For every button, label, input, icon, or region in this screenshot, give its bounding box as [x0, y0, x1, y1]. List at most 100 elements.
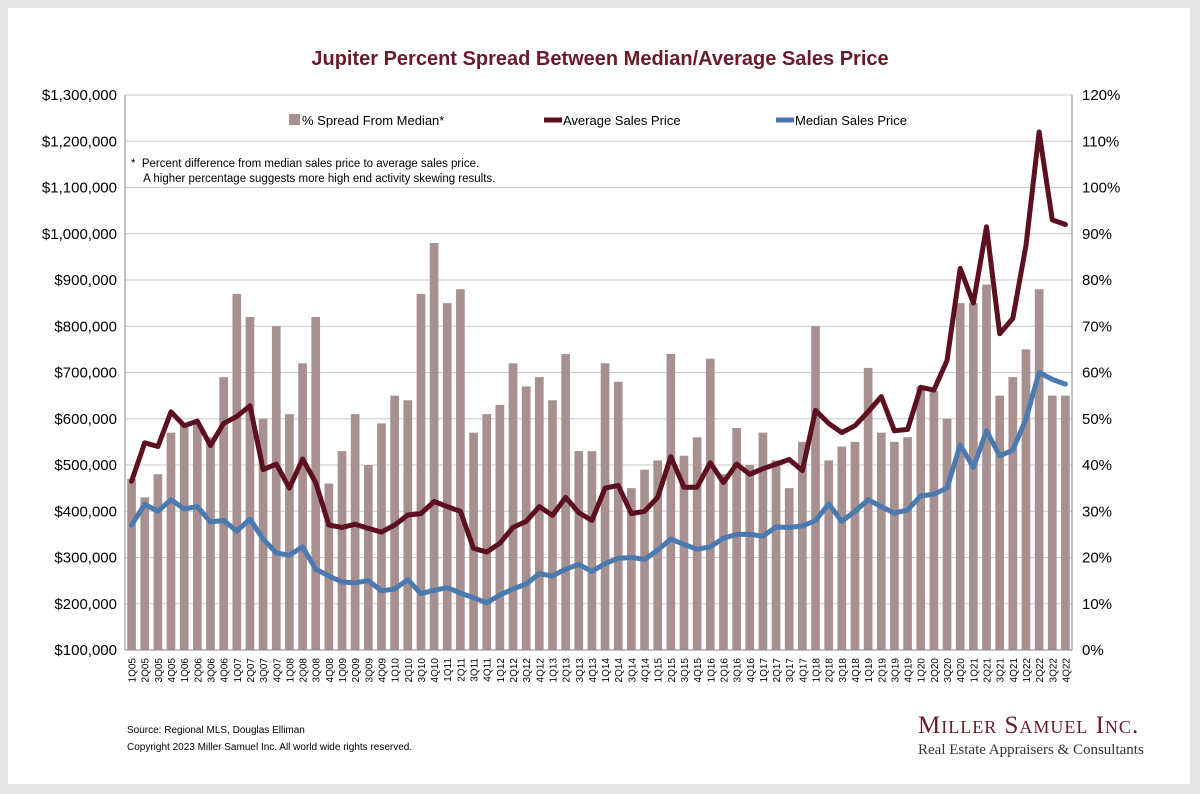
- spread-bar: [745, 465, 755, 650]
- x-tick-label: 3Q06: [206, 658, 217, 683]
- y-right-tick-label: 40%: [1082, 457, 1112, 474]
- x-tick-label: 2Q14: [614, 658, 625, 683]
- spread-bar: [613, 381, 623, 650]
- x-tick-label: 2Q08: [299, 658, 310, 683]
- chart-title: Jupiter Percent Spread Between Median/Av…: [311, 48, 889, 70]
- legend-swatch-bar: [289, 114, 300, 125]
- footnote-line-2: A higher percentage suggests more high e…: [131, 172, 496, 185]
- spread-bar: [206, 437, 215, 650]
- x-tick-label: 3Q17: [785, 658, 796, 683]
- x-tick-label: 3Q14: [627, 658, 638, 683]
- spread-bar: [837, 446, 847, 650]
- x-tick-label: 4Q05: [167, 658, 178, 683]
- y-right-tick-label: 120%: [1082, 87, 1120, 104]
- spread-bar: [955, 303, 965, 650]
- x-tick-label: 4Q17: [798, 658, 809, 683]
- y-left-tick-label: $300,000: [54, 550, 117, 567]
- spread-bar: [600, 363, 610, 650]
- spread-bar: [916, 386, 926, 650]
- y-left-tick-label: $500,000: [54, 457, 117, 474]
- x-tick-label: 4Q12: [535, 658, 546, 683]
- y-right-tick-label: 30%: [1082, 503, 1112, 520]
- x-tick-label: 1Q17: [759, 658, 770, 683]
- x-tick-label: 3Q09: [364, 658, 375, 683]
- x-tick-label: 2Q13: [562, 658, 573, 683]
- y-right-tick-label: 100%: [1082, 180, 1120, 197]
- spread-bar: [337, 451, 347, 650]
- legend-label: Average Sales Price: [563, 113, 681, 128]
- spread-bar: [679, 455, 689, 650]
- spread-bar: [890, 441, 899, 650]
- x-tick-label: 2Q17: [772, 658, 783, 683]
- spread-bar: [850, 441, 860, 650]
- x-tick-label: 3Q22: [1048, 658, 1059, 683]
- x-tick-label: 3Q05: [154, 658, 165, 683]
- price-lines: [129, 129, 1068, 606]
- spread-bar: [929, 391, 939, 650]
- spread-bar: [534, 377, 544, 650]
- x-tick-label: 1Q10: [391, 658, 402, 683]
- x-tick-label: 2Q16: [719, 658, 730, 683]
- spread-bar: [377, 423, 386, 650]
- spread-bar: [942, 418, 952, 650]
- spread-bar: [456, 289, 465, 650]
- spread-bar: [1047, 395, 1057, 650]
- x-tick-label: 3Q15: [680, 658, 691, 683]
- spread-bar: [876, 432, 886, 650]
- y-left-tick-label: $200,000: [54, 596, 117, 613]
- spread-bar: [245, 317, 255, 650]
- x-tick-label: 4Q06: [220, 658, 231, 683]
- spread-bar: [495, 404, 505, 650]
- x-tick-label: 1Q20: [917, 658, 928, 683]
- y-left-tick-label: $400,000: [54, 503, 117, 520]
- x-tick-label: 3Q16: [733, 658, 744, 683]
- spread-bar: [324, 483, 334, 650]
- spread-bar: [719, 474, 728, 650]
- spread-bar: [627, 488, 636, 650]
- legend-label: Median Sales Price: [795, 113, 907, 128]
- x-tick-label: 4Q20: [956, 658, 967, 683]
- spread-bar: [403, 400, 413, 650]
- x-tick-label: 1Q12: [496, 658, 507, 683]
- y-left-tick-label: $900,000: [54, 272, 117, 289]
- y-right-tick-label: 90%: [1082, 226, 1112, 243]
- x-tick-label: 2Q12: [509, 658, 520, 683]
- y-left-tick-label: $1,200,000: [42, 133, 117, 150]
- spread-bar: [798, 441, 807, 650]
- copyright-text: Copyright 2023 Miller Samuel Inc. All wo…: [127, 742, 413, 753]
- y-right-tick-label: 0%: [1082, 642, 1104, 659]
- x-tick-label: 2Q09: [351, 658, 362, 683]
- x-tick-label: 1Q18: [812, 658, 823, 683]
- y-right-tick-label: 110%: [1082, 133, 1119, 150]
- x-tick-label: 1Q08: [285, 658, 296, 683]
- spread-bar: [995, 395, 1005, 650]
- spread-bar: [127, 478, 136, 650]
- spread-bar: [784, 488, 794, 650]
- x-tick-label: 2Q06: [193, 658, 204, 683]
- y-right-tick-label: 80%: [1082, 272, 1112, 289]
- x-tick-label: 4Q19: [904, 658, 915, 683]
- x-tick-label: 3Q20: [943, 658, 954, 683]
- spread-bar: [574, 451, 584, 650]
- spread-bar: [811, 326, 820, 650]
- spread-bars: [127, 243, 1070, 650]
- chart-card: [8, 8, 1190, 784]
- y-left-tick-label: $100,000: [54, 642, 117, 659]
- y-left-tick-label: $700,000: [54, 365, 117, 382]
- spread-bar: [692, 437, 702, 650]
- legend: % Spread From Median* Average Sales Price…: [289, 113, 907, 128]
- x-tick-label: 4Q22: [1061, 658, 1072, 683]
- average-price-line: [129, 129, 1068, 555]
- x-tick-label: 1Q22: [1022, 658, 1033, 683]
- x-tick-label: 3Q21: [996, 658, 1007, 683]
- x-tick-label: 1Q21: [969, 658, 980, 683]
- median-price-line: [129, 370, 1068, 606]
- x-tick-label: 2Q22: [1035, 658, 1046, 683]
- spread-bar: [508, 363, 518, 650]
- spread-bar: [363, 465, 373, 650]
- footnote-line-1: * Percent difference from median sales p…: [131, 158, 480, 170]
- y-right-tick-label: 50%: [1082, 411, 1112, 428]
- spread-bar: [1061, 395, 1070, 650]
- spread-bar: [140, 497, 150, 650]
- x-tick-label: 2Q15: [667, 658, 678, 683]
